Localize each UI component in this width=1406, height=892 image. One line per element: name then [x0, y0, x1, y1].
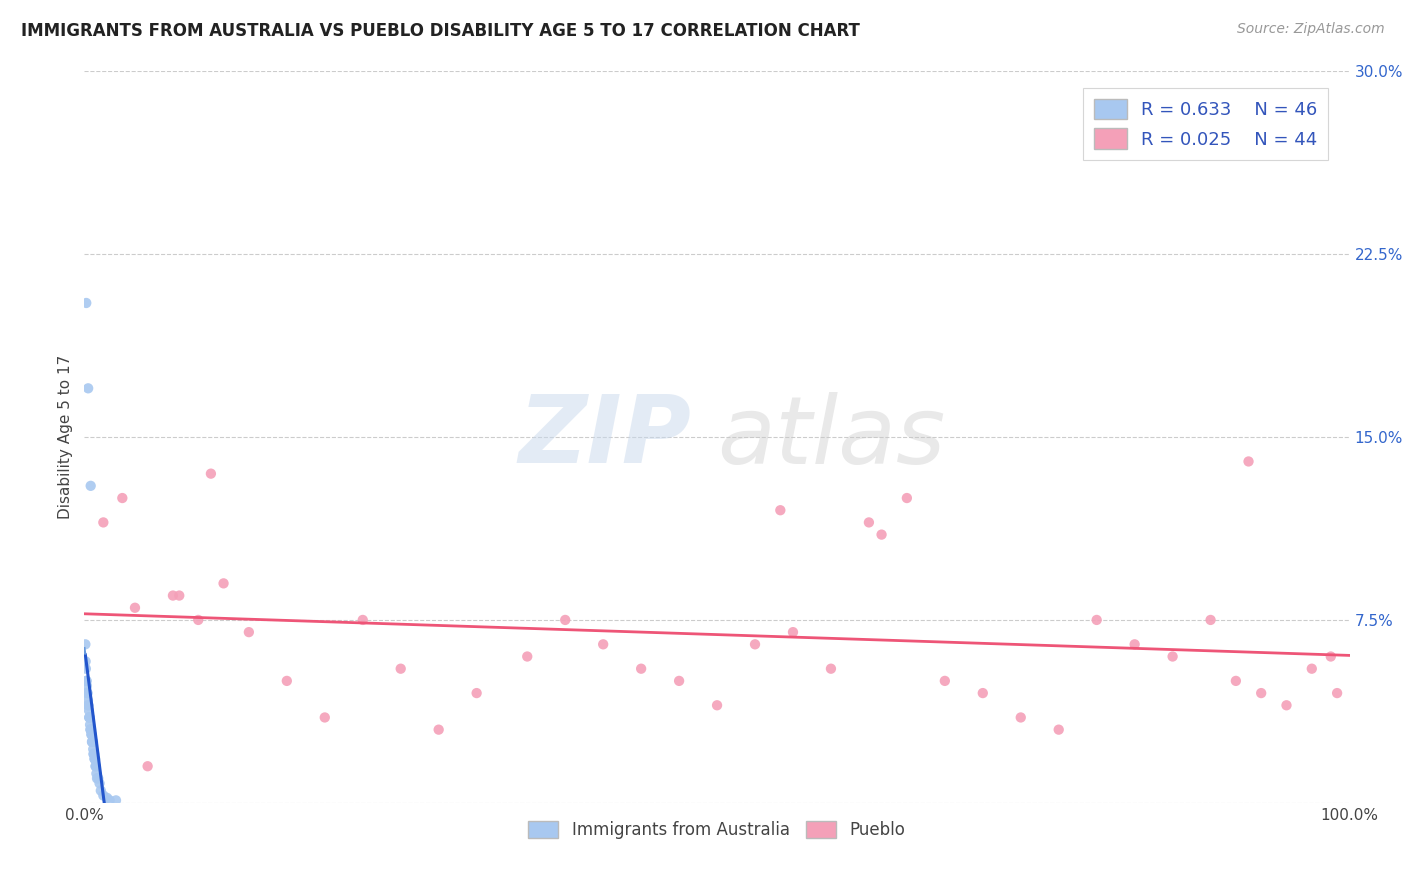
Point: [1225, 673, 1247, 688]
Point: [1250, 686, 1272, 700]
Point: [80, 723, 103, 737]
Point: [276, 673, 298, 688]
Point: [77, 698, 100, 713]
Point: [82, 735, 104, 749]
Point: [83, 747, 105, 761]
Point: [75, 662, 97, 676]
Point: [592, 637, 614, 651]
Point: [630, 662, 652, 676]
Point: [352, 613, 374, 627]
Point: [77, 381, 100, 395]
Point: [187, 613, 209, 627]
Point: [554, 613, 576, 627]
Point: [77, 693, 100, 707]
Point: [86, 766, 108, 780]
Point: [82, 742, 104, 756]
Point: [1199, 613, 1222, 627]
Point: [870, 527, 893, 541]
Point: [82, 735, 104, 749]
Point: [80, 735, 103, 749]
Point: [1275, 698, 1298, 713]
Point: [105, 793, 127, 807]
Point: [744, 637, 766, 651]
Text: IMMIGRANTS FROM AUSTRALIA VS PUEBLO DISABILITY AGE 5 TO 17 CORRELATION CHART: IMMIGRANTS FROM AUSTRALIA VS PUEBLO DISA…: [21, 22, 860, 40]
Point: [76, 673, 98, 688]
Point: [75, 654, 97, 668]
Text: atlas: atlas: [717, 392, 945, 483]
Point: [427, 723, 450, 737]
Point: [76, 686, 98, 700]
Point: [79, 723, 103, 737]
Text: ZIP: ZIP: [519, 391, 692, 483]
Point: [76, 679, 98, 693]
Point: [83, 752, 105, 766]
Point: [238, 625, 260, 640]
Point: [389, 662, 412, 676]
Point: [668, 673, 690, 688]
Point: [79, 710, 101, 724]
Point: [76, 686, 98, 700]
Point: [1047, 723, 1070, 737]
Point: [1085, 613, 1108, 627]
Point: [90, 783, 112, 797]
Point: [706, 698, 728, 713]
Point: [769, 503, 792, 517]
Text: Source: ZipAtlas.com: Source: ZipAtlas.com: [1237, 22, 1385, 37]
Point: [1237, 454, 1260, 468]
Point: [83, 752, 105, 766]
Point: [75, 637, 97, 651]
Point: [93, 789, 115, 803]
Point: [858, 516, 880, 530]
Point: [93, 516, 115, 530]
Point: [80, 727, 103, 741]
Point: [84, 752, 107, 766]
Point: [79, 479, 103, 493]
Point: [96, 791, 118, 805]
Y-axis label: Disability Age 5 to 17: Disability Age 5 to 17: [58, 355, 73, 519]
Point: [1123, 637, 1146, 651]
Point: [1010, 710, 1032, 724]
Point: [465, 686, 488, 700]
Point: [87, 772, 110, 786]
Point: [82, 735, 104, 749]
Point: [1326, 686, 1348, 700]
Point: [820, 662, 842, 676]
Point: [79, 723, 101, 737]
Point: [79, 718, 101, 732]
Point: [84, 759, 107, 773]
Point: [169, 589, 191, 603]
Point: [80, 727, 103, 741]
Point: [1161, 649, 1184, 664]
Point: [200, 467, 222, 481]
Point: [972, 686, 994, 700]
Point: [934, 673, 956, 688]
Point: [83, 747, 105, 761]
Point: [82, 747, 104, 761]
Legend: Immigrants from Australia, Pueblo: Immigrants from Australia, Pueblo: [522, 814, 912, 846]
Point: [124, 600, 146, 615]
Point: [77, 710, 100, 724]
Point: [516, 649, 538, 664]
Point: [79, 710, 101, 724]
Point: [89, 776, 111, 790]
Point: [86, 772, 108, 786]
Point: [77, 703, 100, 717]
Point: [1301, 662, 1323, 676]
Point: [75, 296, 97, 310]
Point: [75, 673, 97, 688]
Point: [136, 759, 159, 773]
Point: [98, 793, 121, 807]
Point: [314, 710, 336, 724]
Point: [111, 491, 134, 505]
Point: [84, 759, 107, 773]
Point: [782, 625, 804, 640]
Point: [77, 698, 100, 713]
Point: [896, 491, 918, 505]
Point: [212, 576, 235, 591]
Point: [162, 589, 184, 603]
Point: [1319, 649, 1341, 664]
